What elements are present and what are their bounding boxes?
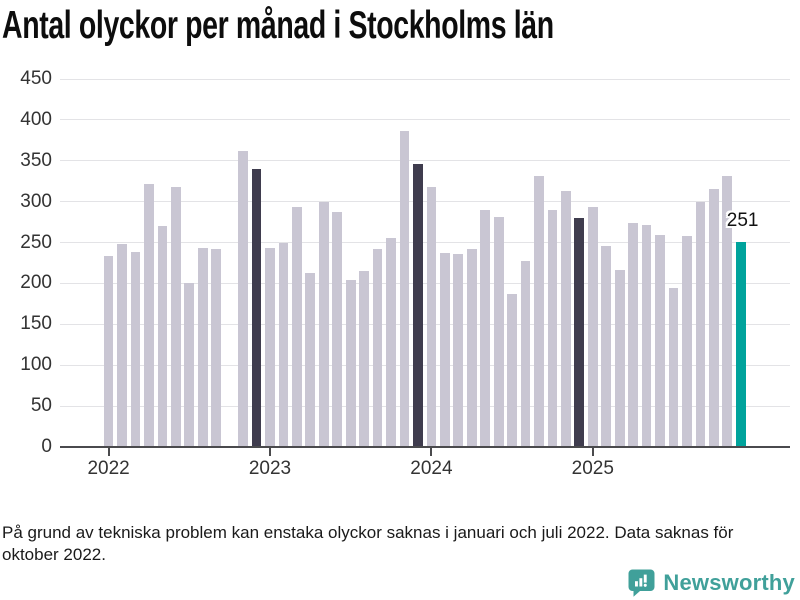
footnote-text: På grund av tekniska problem kan enstaka… xyxy=(2,523,734,564)
bar-2024-10[interactable] xyxy=(547,209,558,447)
bar-2022-09[interactable] xyxy=(211,249,222,447)
y-axis-tick-label: 50 xyxy=(30,395,52,417)
gridline-150 xyxy=(60,323,790,325)
newsworthy-logo-icon xyxy=(628,569,655,597)
bar-2022-02[interactable] xyxy=(117,244,127,447)
y-axis-tick-label: 250 xyxy=(20,231,52,253)
gridline-400 xyxy=(60,119,790,121)
bar-2022-11[interactable] xyxy=(238,150,248,447)
y-axis-tick-label: 350 xyxy=(20,149,52,171)
x-axis xyxy=(60,445,790,449)
y-axis-tick-label: 200 xyxy=(20,272,52,294)
x-axis-tick-2025 xyxy=(591,448,594,456)
bar-2022-08[interactable] xyxy=(197,248,208,447)
x-axis-tick-label: 2022 xyxy=(87,458,130,479)
bar-2025-10[interactable] xyxy=(708,188,719,447)
bar-2022-12[interactable] xyxy=(251,168,262,447)
bar-2023-06[interactable] xyxy=(332,212,343,447)
bar-2025-03[interactable] xyxy=(614,270,625,447)
bar-2024-08[interactable] xyxy=(520,260,531,447)
bar-2025-12[interactable] xyxy=(735,241,746,447)
bar-2023-01[interactable] xyxy=(265,248,275,447)
y-axis-tick-label: 0 xyxy=(41,436,52,457)
bar-2022-04[interactable] xyxy=(144,183,154,447)
x-axis-tick-2024 xyxy=(430,448,433,456)
bar-2023-08[interactable] xyxy=(359,271,370,447)
bar-2025-02[interactable] xyxy=(601,245,612,447)
bar-2023-03[interactable] xyxy=(292,207,302,447)
bar-2022-06[interactable] xyxy=(170,186,181,447)
bar-2025-07[interactable] xyxy=(668,287,679,447)
bar-2023-10[interactable] xyxy=(386,238,396,447)
bar-2025-09[interactable] xyxy=(695,201,706,447)
chart-title: Antal olyckor per månad i Stockholms län xyxy=(2,4,554,47)
gridline-450 xyxy=(60,78,790,80)
bar-2022-07[interactable] xyxy=(184,282,195,447)
x-axis-tick-label: 2025 xyxy=(571,458,614,479)
bar-2023-11[interactable] xyxy=(399,130,410,447)
x-axis-tick-label: 2023 xyxy=(248,458,292,479)
bar-2024-05[interactable] xyxy=(480,209,491,447)
bar-2025-05[interactable] xyxy=(641,224,652,447)
bar-2024-01[interactable] xyxy=(426,186,437,447)
bar-2024-02[interactable] xyxy=(439,253,450,447)
bar-2024-11[interactable] xyxy=(561,191,571,447)
bar-2024-07[interactable] xyxy=(507,294,517,447)
y-axis-tick-label: 100 xyxy=(20,354,52,376)
gridline-50 xyxy=(60,405,790,407)
bar-2023-12[interactable] xyxy=(413,164,423,447)
bar-2024-04[interactable] xyxy=(466,249,477,447)
bar-2024-03[interactable] xyxy=(453,254,464,447)
x-axis-tick-2022 xyxy=(107,448,110,456)
bar-2025-11[interactable] xyxy=(722,176,733,447)
bar-2024-06[interactable] xyxy=(493,217,504,447)
bar-2022-03[interactable] xyxy=(130,251,141,447)
gridline-250 xyxy=(60,242,790,244)
y-axis-tick-label: 150 xyxy=(20,313,52,335)
bar-2025-04[interactable] xyxy=(628,222,639,447)
bar-2022-05[interactable] xyxy=(157,226,168,447)
latest-value-label: 251 xyxy=(726,209,759,231)
bar-2025-08[interactable] xyxy=(682,236,692,447)
gridline-200 xyxy=(60,282,790,284)
gridline-100 xyxy=(60,364,790,366)
bar-2023-09[interactable] xyxy=(372,249,383,447)
bar-2023-05[interactable] xyxy=(318,201,329,447)
bar-2023-07[interactable] xyxy=(345,280,356,447)
x-axis-tick-2023 xyxy=(269,448,271,456)
newsworthy-logo[interactable]: Newsworthy xyxy=(628,569,795,597)
bar-2025-06[interactable] xyxy=(655,235,665,447)
bar-2024-12[interactable] xyxy=(574,218,585,447)
y-axis-tick-label: 400 xyxy=(20,108,52,130)
gridline-300 xyxy=(60,201,790,203)
bar-2023-04[interactable] xyxy=(305,272,316,447)
y-axis-tick-label: 450 xyxy=(20,68,52,89)
gridline-350 xyxy=(60,160,790,162)
newsworthy-logo-text: Newsworthy xyxy=(663,570,795,595)
bar-2024-09[interactable] xyxy=(534,176,544,447)
bar-2023-02[interactable] xyxy=(278,242,289,447)
y-axis-tick-label: 300 xyxy=(20,190,52,212)
bar-2022-01[interactable] xyxy=(103,256,114,447)
bar-2025-01[interactable] xyxy=(587,207,598,447)
x-axis-tick-label: 2024 xyxy=(410,458,453,479)
